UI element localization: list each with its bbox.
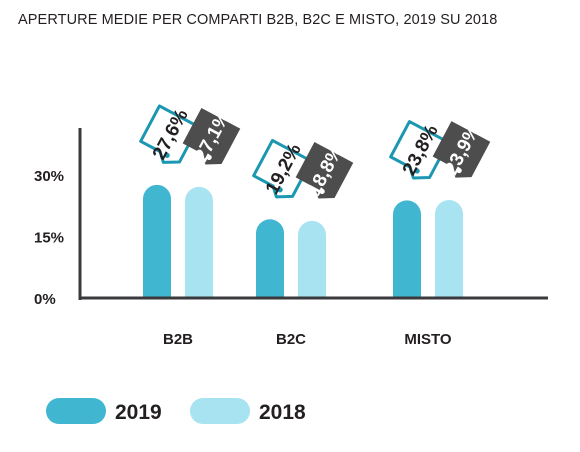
data-label-hole — [414, 168, 420, 174]
x-tick-label-b2c: B2C — [276, 331, 306, 348]
bar-misto-2018 — [435, 200, 463, 298]
data-label-hole — [456, 167, 462, 174]
data-label-hole — [206, 154, 212, 161]
data-label-hole — [164, 152, 170, 158]
bar-b2c-2019 — [256, 219, 284, 298]
y-tick-label: 15% — [34, 230, 64, 247]
x-tick-label-b2b: B2B — [163, 331, 193, 348]
data-label-shape — [252, 138, 313, 199]
y-tick-label: 0% — [34, 291, 56, 308]
legend-label-2018: 2018 — [259, 401, 306, 424]
data-label-shape — [389, 120, 450, 180]
data-label-tag-b2b-2019: 27,6% — [139, 104, 200, 164]
bar-b2b-2018 — [185, 186, 213, 298]
legend-label-2019: 2019 — [115, 401, 162, 424]
data-label-hole — [277, 187, 283, 193]
legend-swatch-2019 — [46, 398, 106, 424]
chart-title: APERTURE MEDIE PER COMPARTI B2B, B2C E M… — [18, 12, 498, 28]
data-label-tag-misto-2018: 23,9% — [432, 121, 491, 179]
data-label-shape — [295, 142, 354, 199]
data-label-tag-b2c-2018: 18,8% — [295, 142, 354, 199]
bar-b2c-2018 — [298, 220, 326, 298]
data-label-tag-misto-2019: 23,8% — [389, 120, 450, 180]
x-tick-label-misto: MISTO — [404, 331, 452, 348]
data-label-hole — [319, 188, 325, 195]
data-label-tag-b2b-2018: 27,1% — [182, 108, 241, 165]
data-label-shape — [139, 104, 200, 164]
bar-b2b-2019 — [143, 184, 171, 298]
data-label-shape — [432, 121, 491, 178]
data-label-shape — [182, 108, 241, 165]
data-label-tag-b2c-2019: 19,2% — [252, 138, 313, 199]
bar-misto-2019 — [393, 200, 421, 298]
y-tick-label: 30% — [34, 168, 64, 185]
legend-swatch-2018 — [190, 398, 250, 424]
